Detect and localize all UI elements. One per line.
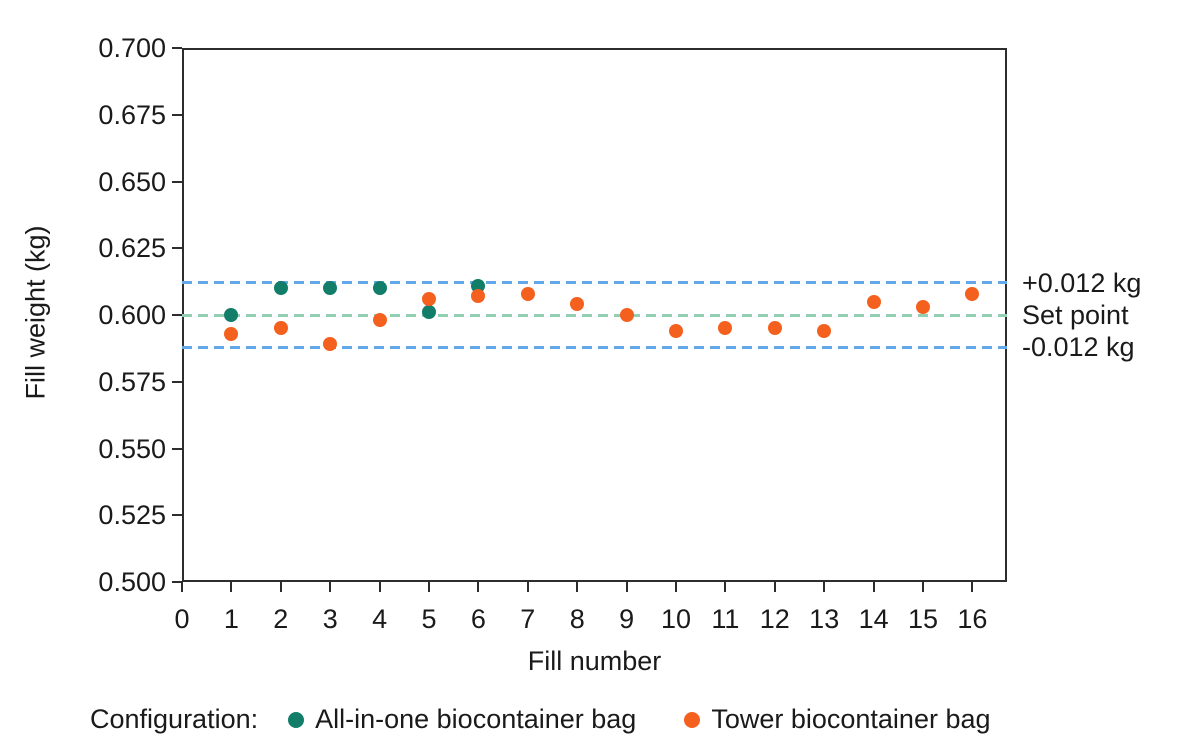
reference-line xyxy=(182,345,1007,349)
x-axis-tick xyxy=(230,582,233,592)
data-point xyxy=(224,308,239,322)
data-point xyxy=(422,291,436,306)
x-axis-tick xyxy=(675,582,677,592)
data-point xyxy=(471,289,486,304)
x-axis-tick xyxy=(971,582,974,592)
x-axis-tick-label: 14 xyxy=(858,604,889,634)
y-axis-tick xyxy=(172,380,182,383)
x-axis-tick xyxy=(576,582,579,592)
x-axis-tick xyxy=(181,582,183,592)
x-axis-tick-label: 13 xyxy=(809,604,840,634)
legend-label-all-in-one: All-in-one biocontainer bag xyxy=(315,704,637,734)
legend-title: Configuration: xyxy=(90,704,259,734)
data-point xyxy=(273,321,288,336)
x-axis-tick-label: 6 xyxy=(470,604,486,634)
data-point xyxy=(718,321,733,336)
x-axis-tick-label: 12 xyxy=(759,604,790,634)
x-axis-tick-label: 2 xyxy=(273,604,289,634)
y-axis-tick-label: 0.675 xyxy=(98,99,166,130)
x-axis-tick xyxy=(279,582,282,592)
x-axis-tick xyxy=(872,582,875,592)
y-axis-tick xyxy=(172,314,182,316)
data-point xyxy=(619,308,634,322)
x-axis-tick xyxy=(428,582,430,592)
x-axis-tick-label: 5 xyxy=(421,604,437,634)
data-point xyxy=(372,313,387,328)
reference-line-label: -0.012 kg xyxy=(1022,332,1135,363)
x-axis-tick xyxy=(526,582,529,592)
legend-item-all-in-one: All-in-one biocontainer bag xyxy=(288,704,636,735)
x-axis-tick-label: 15 xyxy=(907,604,939,634)
reference-line-label: Set point xyxy=(1022,300,1129,330)
x-axis-tick-label: 11 xyxy=(711,604,740,634)
reference-line-label: +0.012 kg xyxy=(1022,267,1142,298)
data-point xyxy=(866,294,881,309)
data-point xyxy=(767,321,782,336)
legend-label-tower: Tower biocontainer bag xyxy=(711,704,991,734)
x-axis-tick xyxy=(625,582,628,592)
data-point xyxy=(471,278,486,293)
y-axis-tick xyxy=(172,581,182,583)
x-axis-tick xyxy=(378,582,381,592)
x-axis-tick xyxy=(477,582,480,592)
x-axis-tick xyxy=(773,582,776,592)
y-axis-tick-label: 0.625 xyxy=(98,233,166,264)
y-axis-title: Fill weight (kg) xyxy=(20,225,51,400)
x-axis-tick-label: 0 xyxy=(174,604,190,634)
x-axis-tick-label: 16 xyxy=(957,604,988,634)
y-axis-tick-label: 0.575 xyxy=(98,366,166,397)
y-axis-tick-label: 0.650 xyxy=(98,166,166,197)
x-axis-tick-label: 3 xyxy=(322,604,338,634)
x-axis-tick-label: 8 xyxy=(569,604,585,634)
y-axis-tick-label: 0.550 xyxy=(98,433,166,464)
y-axis-tick xyxy=(172,113,182,116)
x-axis-tick-label: 7 xyxy=(520,604,536,634)
data-point xyxy=(669,324,683,339)
y-axis-tick xyxy=(172,47,182,49)
y-axis-tick-label: 0.600 xyxy=(98,300,166,330)
tower-marker-icon xyxy=(684,711,701,728)
y-axis-tick xyxy=(172,247,182,250)
x-axis-tick xyxy=(329,582,332,592)
data-point xyxy=(916,299,931,314)
y-axis-tick-label: 0.500 xyxy=(98,567,166,597)
legend-item-tower: Tower biocontainer bag xyxy=(684,704,991,735)
x-axis-title: Fill number xyxy=(527,646,662,676)
legend: Configuration: All-in-one biocontainer b… xyxy=(90,704,1039,735)
y-axis-tick-label: 0.525 xyxy=(98,500,166,531)
x-axis-tick xyxy=(724,582,727,592)
y-axis-tick xyxy=(172,514,182,517)
x-axis-tick-label: 1 xyxy=(223,604,239,634)
data-point xyxy=(273,281,288,296)
data-point xyxy=(817,324,832,339)
y-axis-tick xyxy=(172,447,182,450)
reference-line xyxy=(182,281,1007,285)
x-axis-tick-label: 4 xyxy=(372,604,388,634)
all-in-one-marker-icon xyxy=(288,711,305,728)
data-point xyxy=(224,326,239,341)
data-point xyxy=(422,305,436,320)
data-point xyxy=(570,297,585,312)
data-point xyxy=(965,286,980,301)
data-point xyxy=(372,281,387,296)
x-axis-tick xyxy=(823,582,826,592)
reference-line xyxy=(182,313,1007,317)
y-axis-tick xyxy=(172,180,182,183)
data-point xyxy=(323,337,338,352)
x-axis-tick-label: 10 xyxy=(660,604,692,634)
data-point xyxy=(323,281,338,296)
data-point xyxy=(520,286,535,301)
y-axis-tick-label: 0.700 xyxy=(98,33,166,63)
x-axis-tick-label: 9 xyxy=(619,604,635,634)
x-axis-tick xyxy=(922,582,925,592)
